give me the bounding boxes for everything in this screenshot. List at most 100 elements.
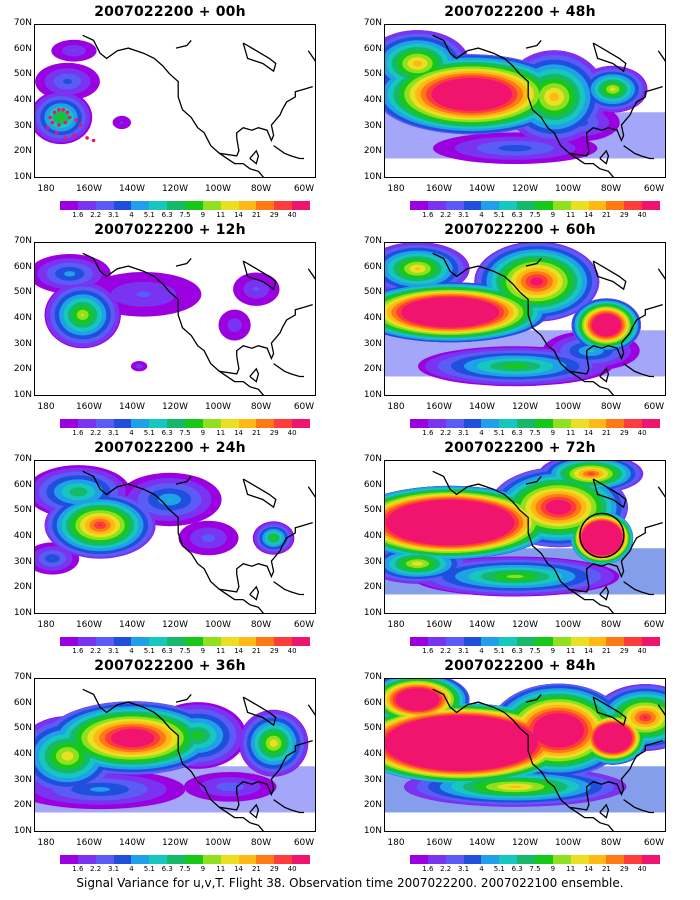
colorbar-swatch [274,637,293,646]
colorbar-label: 1.6 [72,865,84,873]
colorbar-swatch [642,201,661,210]
colorbar-label: 9 [200,865,206,873]
colorbar-label: 5.1 [143,211,155,219]
colorbar-label: 29 [269,429,279,437]
colorbar-label: 14 [234,429,244,437]
colorbar-swatch [77,419,96,428]
contour-level [610,87,616,92]
colorbar-label: 29 [619,647,629,655]
coastline [586,521,663,579]
colorbar-swatch [238,855,257,864]
colorbar-label: 7.5 [179,211,191,219]
coastline [273,145,304,160]
colorbar-swatch [606,419,625,428]
colorbar-swatch [292,419,311,428]
y-tick-label: 40N [13,313,32,323]
colorbar-swatch [238,419,257,428]
y-tick-label: 50N [363,505,382,516]
colorbar-swatch [463,637,482,646]
panel-title: 2007022200 + 60h [444,222,596,238]
colorbar-swatch [410,855,428,864]
contour-level [135,363,143,369]
y-tick-label: 50N [363,287,382,298]
colorbar-label: 7.5 [529,865,541,873]
colorbar-swatch [463,419,482,428]
observation-point [72,133,76,138]
coastline [236,85,313,143]
colorbar-swatch [274,201,293,210]
coastline [242,260,277,291]
x-tick-label: 140W [468,620,496,630]
x-tick-label: 120W [161,184,189,194]
colorbar-swatch [588,419,607,428]
colorbar-label: 4 [479,865,484,873]
colorbar-swatch [113,419,132,428]
y-tick-label: 50N [13,505,32,516]
colorbar-label: 7.5 [179,647,191,655]
coastline [242,42,277,73]
colorbar-swatch [552,855,571,864]
colorbar-label: 4 [479,429,484,437]
y-tick-label: 30N [13,774,32,785]
colorbar-label: 40 [287,211,297,219]
colorbar-swatch [60,201,78,210]
colorbar-label: 5.1 [143,429,155,437]
y-tick-label: 50N [13,723,32,734]
contour-level [385,499,515,546]
y-tick-label: 20N [363,800,382,811]
x-tick-label: 120W [511,838,539,848]
colorbar-label: 14 [234,865,244,873]
y-tick-label: 60N [363,43,382,54]
colorbar [60,419,311,428]
map-plot [34,678,316,832]
coastline [569,791,590,811]
x-tick-label: 100W [554,620,582,630]
coastline [175,39,192,49]
colorbar-swatch [552,201,571,210]
colorbar-label: 9 [200,211,206,219]
colorbar-swatch [167,855,186,864]
colorbar-label: 29 [269,211,279,219]
variance-field [385,243,665,395]
contour-level [201,534,216,542]
colorbar-swatch [202,201,221,210]
contour-level [498,145,532,152]
colorbar-label: 1.6 [72,647,84,655]
y-tick-label: 10N [13,390,32,400]
y-tick-label: 10N [13,172,32,182]
colorbar-label: 4 [129,211,134,219]
colorbar-label: 6.3 [161,647,173,655]
colorbar-swatch [535,201,553,210]
y-tick-label: 40N [13,531,32,541]
contour-level [530,277,544,286]
colorbar-swatch [606,855,625,864]
colorbar-swatch [463,201,482,210]
colorbar-swatch [202,637,221,646]
coastline [236,303,313,361]
verification-circle [579,512,625,559]
colorbar-swatch [149,201,168,210]
colorbar-swatch [113,201,132,210]
coastline [432,470,615,613]
colorbar-label: 14 [584,647,594,655]
x-tick-label: 160W [425,838,453,848]
y-tick-label: 70N [13,672,32,682]
colorbar-swatch [427,637,446,646]
contour-level [51,558,54,559]
y-tick-label: 10N [13,608,32,618]
colorbar-label: 1.6 [72,211,84,219]
observation-point [78,123,83,127]
x-tick-label: 180 [37,620,55,630]
colorbar-label: 29 [619,865,629,873]
colorbar-label: 14 [584,865,594,873]
coastline [219,355,240,375]
colorbar-label: 2.2 [440,429,452,437]
y-tick-label: 50N [13,287,32,298]
colorbar-swatch [131,637,150,646]
colorbar-swatch [77,855,96,864]
coastline [82,688,265,831]
coastline [219,573,240,593]
observation-point [54,131,59,135]
colorbar-swatch [238,201,257,210]
colorbar-label: 14 [584,211,594,219]
